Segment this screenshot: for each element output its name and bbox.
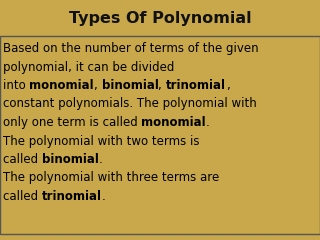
Text: monomial: monomial bbox=[29, 79, 94, 92]
Text: called: called bbox=[3, 153, 42, 166]
Text: called: called bbox=[3, 190, 42, 203]
Text: binomial: binomial bbox=[42, 153, 99, 166]
Text: polynomial, it can be divided: polynomial, it can be divided bbox=[3, 60, 174, 73]
Text: ,: , bbox=[94, 79, 102, 92]
Text: .: . bbox=[206, 116, 210, 129]
Text: trinomial: trinomial bbox=[166, 79, 226, 92]
Text: The polynomial with two terms is: The polynomial with two terms is bbox=[3, 134, 199, 148]
Text: monomial: monomial bbox=[141, 116, 206, 129]
Text: ,: , bbox=[226, 79, 230, 92]
Text: Based on the number of terms of the given: Based on the number of terms of the give… bbox=[3, 42, 259, 55]
Text: .: . bbox=[99, 153, 102, 166]
Text: constant polynomials. The polynomial with: constant polynomials. The polynomial wit… bbox=[3, 97, 257, 110]
Text: trinomial: trinomial bbox=[42, 190, 102, 203]
Text: into: into bbox=[3, 79, 29, 92]
Text: Types Of Polynomial: Types Of Polynomial bbox=[69, 11, 251, 26]
Text: ,: , bbox=[158, 79, 166, 92]
Text: binomial: binomial bbox=[102, 79, 158, 92]
Text: The polynomial with three terms are: The polynomial with three terms are bbox=[3, 172, 219, 185]
Text: .: . bbox=[102, 190, 106, 203]
Text: only one term is called: only one term is called bbox=[3, 116, 141, 129]
